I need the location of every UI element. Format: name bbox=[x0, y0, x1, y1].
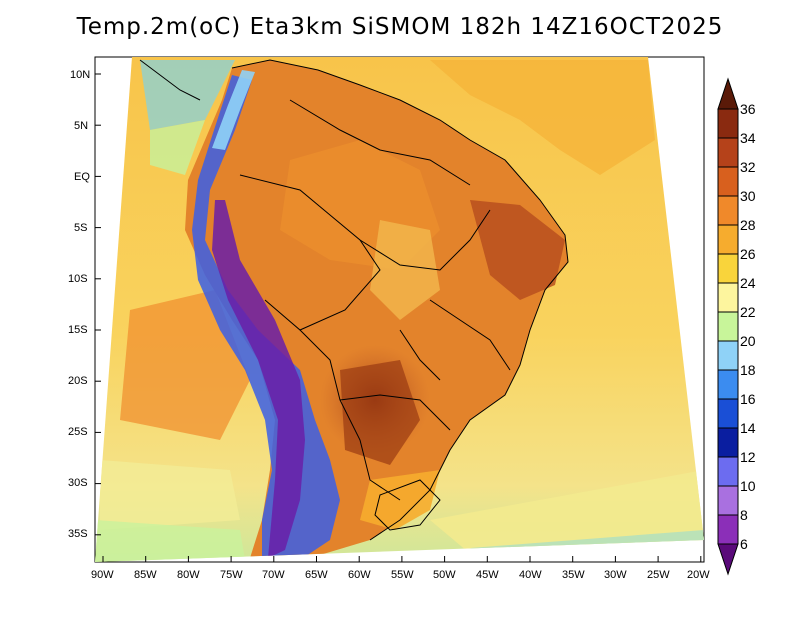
lon-label: 45W bbox=[476, 569, 499, 581]
colorbar-label: 30 bbox=[740, 188, 756, 204]
latitude-labels: 10N 5N EQ 5S 10S 15S 20S 25S 30S 35S bbox=[68, 69, 90, 540]
longitude-labels: 90W 85W 80W 75W 70W 65W 60W 55W 50W 45W … bbox=[91, 569, 710, 581]
temperature-field bbox=[95, 57, 704, 562]
colorbar-swatch bbox=[717, 398, 739, 429]
colorbar-label: 12 bbox=[740, 449, 756, 465]
lon-label: 55W bbox=[391, 569, 414, 581]
lon-label: 60W bbox=[348, 569, 371, 581]
colorbar-label: 20 bbox=[740, 333, 756, 349]
colorbar-max-arrow bbox=[717, 77, 739, 110]
graticule-ticks bbox=[95, 73, 702, 562]
lon-label: 80W bbox=[177, 569, 200, 581]
colorbar-swatch bbox=[717, 514, 739, 545]
lat-label: 10N bbox=[70, 69, 90, 81]
colorbar-swatch bbox=[717, 137, 739, 168]
lat-label: 10S bbox=[68, 273, 88, 285]
lat-label: 35S bbox=[68, 528, 88, 540]
lat-label: 30S bbox=[68, 477, 88, 489]
lon-label: 85W bbox=[134, 569, 157, 581]
colorbar-swatch bbox=[717, 253, 739, 284]
lat-label: 15S bbox=[68, 324, 88, 336]
colorbar-label: 24 bbox=[740, 275, 756, 291]
colorbar-swatch bbox=[717, 485, 739, 516]
lat-label: 20S bbox=[68, 375, 88, 387]
lat-label: EQ bbox=[74, 171, 90, 183]
lat-label: 5N bbox=[74, 120, 88, 132]
colorbar-swatch bbox=[717, 456, 739, 487]
colorbar-swatch bbox=[717, 340, 739, 371]
colorbar-label: 18 bbox=[740, 362, 756, 378]
country-borders bbox=[139, 59, 569, 541]
colorbar-label: 36 bbox=[740, 101, 756, 117]
colorbar-swatch bbox=[717, 108, 739, 139]
colorbar-swatch bbox=[717, 282, 739, 313]
lon-label: 70W bbox=[262, 569, 285, 581]
colorbar-swatch bbox=[717, 224, 739, 255]
colorbar-label: 26 bbox=[740, 246, 756, 262]
lon-label: 20W bbox=[687, 569, 710, 581]
colorbar-label: 34 bbox=[740, 130, 756, 146]
colorbar-label: 8 bbox=[740, 507, 748, 523]
colorbar-swatch bbox=[717, 427, 739, 458]
colorbar-label: 10 bbox=[740, 478, 756, 494]
colorbar-swatch bbox=[717, 369, 739, 400]
lon-label: 35W bbox=[562, 569, 585, 581]
colorbar-swatch bbox=[717, 311, 739, 342]
colorbar-label: 28 bbox=[740, 217, 756, 233]
lon-label: 75W bbox=[220, 569, 243, 581]
colorbar-label: 14 bbox=[740, 420, 756, 436]
lon-label: 50W bbox=[433, 569, 456, 581]
lon-label: 25W bbox=[647, 569, 670, 581]
colorbar-label: 16 bbox=[740, 391, 756, 407]
lon-label: 65W bbox=[305, 569, 328, 581]
lon-label: 30W bbox=[604, 569, 627, 581]
colorbar-min-arrow bbox=[717, 543, 739, 576]
lat-label: 25S bbox=[68, 426, 88, 438]
colorbar-swatch bbox=[717, 195, 739, 226]
lat-label: 5S bbox=[74, 222, 87, 234]
colorbar: 6 8 10 12 14 16 18 20 22 24 26 28 30 32 34 36 bbox=[717, 77, 756, 576]
map-title: Temp.2m(oC) Eta3km SiSMOM 182h 14Z16OCT2… bbox=[76, 14, 724, 40]
colorbar-label: 22 bbox=[740, 304, 756, 320]
colorbar-swatch bbox=[717, 166, 739, 197]
colorbar-label: 32 bbox=[740, 159, 756, 175]
colorbar-label: 6 bbox=[740, 536, 748, 552]
lon-label: 40W bbox=[519, 569, 542, 581]
lon-label: 90W bbox=[91, 569, 114, 581]
